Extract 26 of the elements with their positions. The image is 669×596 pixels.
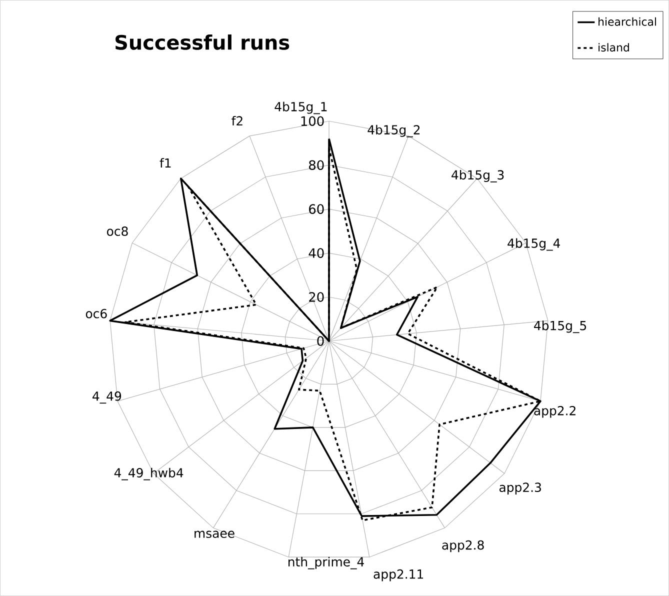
spoke-label: 4b15g_1 bbox=[274, 102, 327, 114]
legend-label: island bbox=[598, 43, 629, 52]
y-tick-label: 100 bbox=[301, 116, 324, 126]
spoke-label: f2 bbox=[232, 116, 242, 126]
spoke-label: 4b15g_4 bbox=[508, 238, 560, 251]
spoke-label: app2.11 bbox=[374, 569, 424, 582]
spoke-label: app2.8 bbox=[442, 540, 484, 552]
legend-label: hiearchical bbox=[598, 17, 656, 26]
y-tick-label: 60 bbox=[309, 204, 324, 214]
spoke-label: 4b15g_3 bbox=[452, 170, 504, 182]
spoke-label: nth_prime_4 bbox=[288, 556, 364, 570]
spoke-label: msaee bbox=[194, 530, 234, 538]
spoke-label: f1 bbox=[160, 158, 171, 168]
spoke-label: oc6 bbox=[86, 308, 107, 318]
spoke-label: app2.2 bbox=[534, 406, 576, 418]
spoke-label: 4_49_hwb4 bbox=[114, 468, 184, 480]
spoke-label: 4b15g_5 bbox=[534, 320, 586, 334]
text: Successful runs bbox=[116, 34, 290, 50]
y-tick-label: 0 bbox=[317, 336, 324, 346]
y-tick-label: 40 bbox=[308, 248, 324, 258]
spoke-label: 4b15g_2 bbox=[368, 124, 420, 138]
spoke-label: 4_49 bbox=[92, 391, 122, 404]
y-tick-label: 80 bbox=[309, 160, 324, 170]
spoke-label: oc8 bbox=[107, 226, 128, 236]
spoke-label: app2.3 bbox=[499, 482, 541, 494]
y-tick-label: 20 bbox=[309, 292, 324, 302]
